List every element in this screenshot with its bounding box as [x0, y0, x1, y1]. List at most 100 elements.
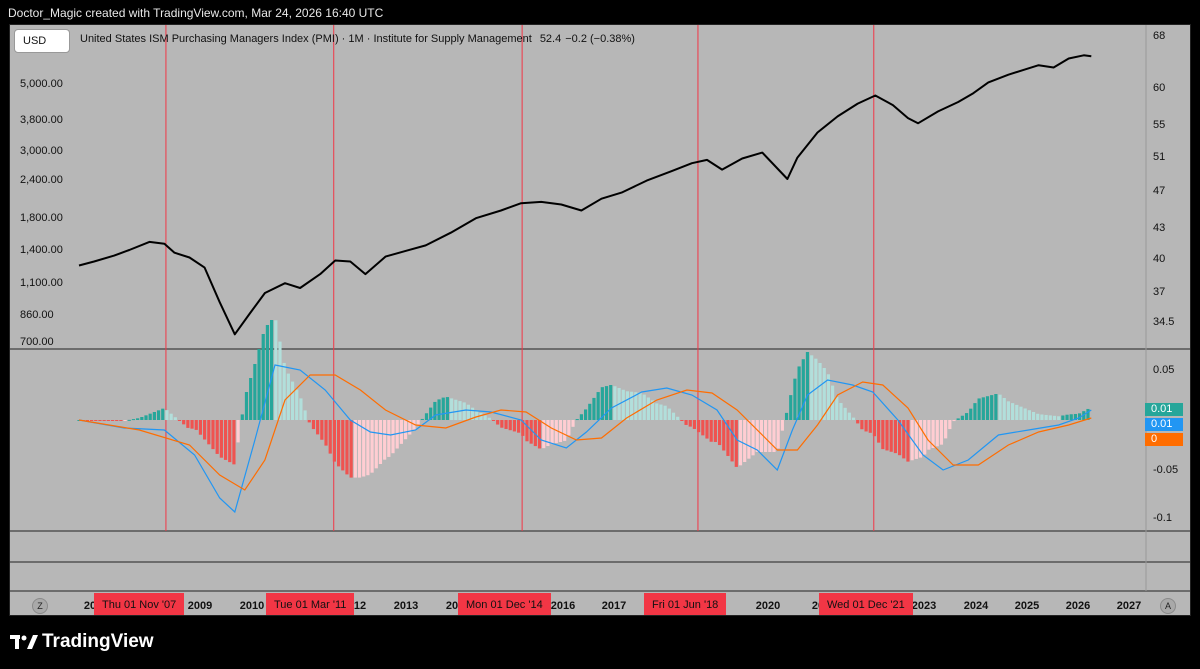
macd-histogram-bar — [1019, 406, 1023, 420]
chart-credit: Doctor_Magic created with TradingView.co… — [8, 6, 384, 20]
macd-histogram-bar — [194, 420, 198, 430]
macd-histogram-bar — [588, 403, 592, 420]
macd-histogram-bar — [964, 413, 969, 420]
macd-histogram-bar — [190, 420, 194, 429]
macd-histogram-bar — [512, 420, 517, 432]
macd-histogram-bar — [713, 420, 717, 442]
macd-histogram-bar — [244, 392, 249, 420]
macd-histogram-bar — [123, 420, 127, 421]
macd-histogram-bar — [801, 359, 805, 420]
macd-value-badge: 0.01 — [1145, 418, 1183, 431]
macd-histogram-bar — [960, 415, 964, 420]
macd-histogram-bar — [341, 420, 345, 471]
macd-histogram-bar — [655, 403, 659, 420]
macd-histogram-bar — [257, 349, 261, 420]
macd-histogram-bar — [148, 413, 152, 420]
macd-histogram-bar — [462, 402, 466, 420]
currency-button[interactable]: USD — [14, 29, 70, 53]
macd-line — [78, 364, 1092, 514]
macd-histogram-bar — [743, 420, 747, 462]
macd-histogram-bar — [1048, 415, 1052, 420]
macd-histogram-bar — [383, 420, 387, 460]
auto-scale-button[interactable]: A — [1160, 598, 1176, 614]
macd-histogram-bar — [764, 420, 768, 452]
macd-histogram-bar — [726, 420, 730, 456]
macd-histogram-bar — [939, 420, 944, 445]
macd-histogram-bar — [592, 397, 596, 420]
macd-histogram-bar — [165, 410, 169, 420]
macd-histogram-bar — [85, 420, 89, 421]
macd-histogram-bar — [692, 420, 697, 429]
macd-histogram-bar — [969, 408, 973, 420]
scale-z-button[interactable]: Z — [32, 598, 48, 614]
macd-histogram-bar — [563, 420, 567, 441]
left-axis-label: 2,400.00 — [20, 174, 63, 186]
macd-histogram-bar — [110, 420, 115, 421]
macd-histogram-bar — [504, 420, 508, 429]
macd-histogram-bar — [747, 420, 751, 459]
macd-histogram-bar — [902, 420, 906, 459]
macd-histogram-bar — [780, 420, 784, 431]
macd-histogram-bar — [1011, 403, 1015, 420]
macd-histogram-bar — [822, 368, 826, 420]
macd-histogram-bar — [738, 420, 743, 466]
macd-histogram-bar — [479, 412, 483, 420]
macd-histogram-bar — [772, 420, 776, 452]
macd-histogram-bar — [667, 408, 671, 420]
macd-histogram-bar — [345, 420, 349, 475]
tradingview-logo-icon — [10, 633, 38, 651]
macd-histogram-bar — [583, 409, 588, 420]
right-axis-label: 47 — [1153, 185, 1166, 197]
macd-histogram-bar — [650, 400, 655, 420]
macd-histogram-bar — [537, 420, 542, 449]
event-date-tag: Wed 01 Dec '21 — [819, 593, 913, 615]
left-axis-label: 5,000.00 — [20, 78, 63, 90]
macd-histogram-bar — [688, 420, 692, 427]
right-axis-label: 40 — [1153, 253, 1166, 265]
left-axis-label: 700.00 — [20, 336, 54, 348]
macd-histogram-bar — [923, 420, 927, 455]
brand: TradingView — [10, 630, 154, 654]
macd-histogram-bar — [914, 420, 918, 459]
macd-histogram-bar — [893, 420, 897, 454]
macd-histogram-bar — [282, 362, 286, 420]
macd-histogram-bar — [680, 420, 684, 421]
macd-histogram-bar — [521, 420, 525, 436]
signal-line — [78, 374, 1092, 491]
macd-histogram-bar — [1077, 413, 1082, 420]
event-date-tag: Mon 01 Dec '14 — [458, 593, 551, 615]
macd-histogram-bar — [550, 420, 554, 445]
macd-histogram-bar — [115, 420, 119, 421]
macd-histogram-bar — [851, 417, 856, 420]
macd-histogram-bar — [759, 420, 764, 452]
macd-histogram-bar — [998, 394, 1002, 420]
macd-histogram-bar — [249, 378, 253, 420]
macd-histogram-bar — [1082, 411, 1086, 420]
brand-name: TradingView — [42, 631, 154, 652]
macd-histogram-bar — [935, 420, 939, 447]
macd-histogram-bar — [805, 352, 810, 420]
macd-histogram-bar — [466, 404, 470, 420]
macd-histogram-bar — [378, 420, 383, 464]
macd-axis-label: -0.05 — [1153, 464, 1179, 476]
macd-histogram-bar — [374, 420, 378, 469]
macd-histogram-bar — [546, 420, 550, 447]
macd-histogram-bar — [307, 420, 311, 423]
macd-histogram-bar — [445, 397, 450, 420]
chart-canvas[interactable] — [10, 25, 1190, 615]
macd-histogram-bar — [366, 420, 370, 476]
macd-histogram-bar — [437, 399, 441, 420]
macd-histogram-bar — [906, 420, 910, 462]
macd-histogram-bar — [872, 420, 877, 437]
macd-histogram-bar — [575, 419, 579, 421]
macd-histogram-bar — [1044, 414, 1048, 420]
time-axis-label: 12 — [353, 600, 367, 612]
macd-histogram-bar — [881, 420, 885, 450]
macd-histogram-bar — [127, 419, 131, 421]
macd-histogram-bar — [102, 420, 106, 421]
macd-histogram-bar — [684, 420, 688, 425]
chart-frame[interactable]: USD United States ISM Purchasing Manager… — [9, 24, 1191, 616]
macd-histogram-bar — [600, 387, 604, 420]
macd-histogram-bar — [533, 420, 537, 447]
macd-histogram-bar — [977, 398, 981, 420]
